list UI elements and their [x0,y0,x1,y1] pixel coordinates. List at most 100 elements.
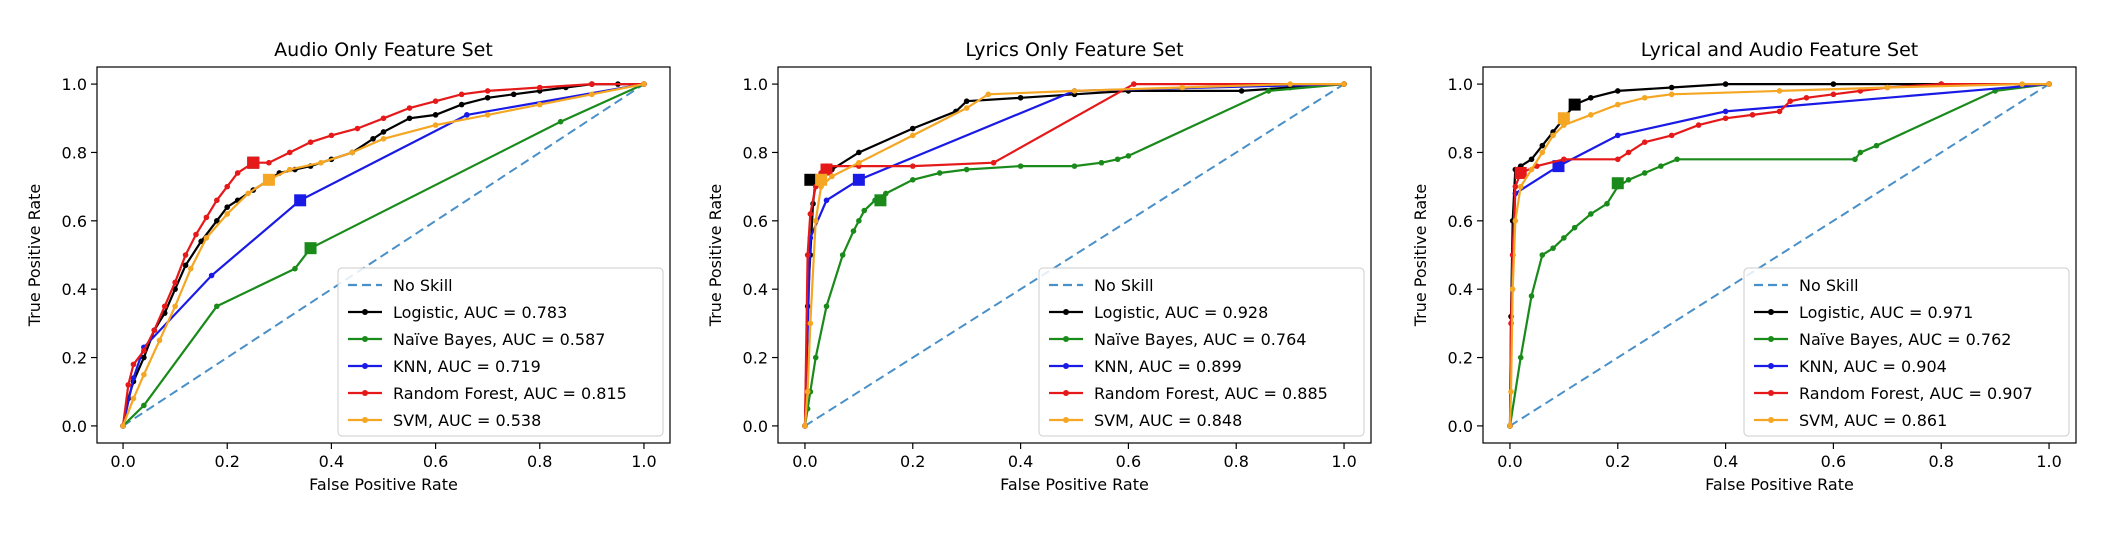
x-tick-label: 0.6 [423,452,448,471]
data-point [1803,94,1810,101]
data-point [829,173,835,180]
data-point [807,211,814,217]
legend-label: Random Forest, AUC = 0.885 [1094,384,1328,403]
data-point [307,139,314,145]
threshold-marker [1552,160,1565,173]
data-point [484,88,491,94]
data-point [464,112,470,118]
data-point [856,218,862,224]
data-point [458,101,465,108]
data-point [1625,149,1632,156]
data-point [1238,88,1245,94]
data-point [214,197,220,204]
legend-label: No Skill [1799,276,1859,295]
plot-frame [1482,66,2077,444]
plot-frame [777,66,1372,444]
chart-title: Audio Only Feature Set [274,39,493,61]
chart-panel-2: Lyrics Only Feature Set 0.0 0.2 0.4 0.6 0.8 1.… [706,39,1372,494]
legend-label: No Skill [393,276,453,295]
legend-entry-svm: SVM, AUC = 0.538 [348,411,541,430]
data-point [1179,84,1186,91]
data-point [1512,218,1519,224]
series-line-no_skill [1509,83,2050,427]
data-point [839,252,846,258]
data-point [1508,388,1514,395]
data-point [1507,423,1513,429]
y-tick-label: 1.0 [1448,75,1473,94]
data-point [1668,84,1675,91]
data-point [536,101,543,108]
legend-entry-naive_bayes: Naïve Bayes, AUC = 0.587 [348,330,605,349]
x-tick-label: 1.0 [1331,452,1356,471]
legend-entry-svm: SVM, AUC = 0.848 [1049,411,1242,430]
y-tick-label: 0.2 [743,349,768,368]
y-axis-label: True Positive Rate [1411,184,1430,328]
y-tick-label: 0.2 [62,349,87,368]
data-point [1674,156,1680,163]
data-point [990,159,997,166]
data-point [370,135,376,142]
y-tick-label: 0.4 [62,280,87,299]
y-tick-label: 0.0 [62,417,87,436]
legend: No Skill Logistic, AUC = 0.928 Naïve Bayes… [1038,267,1365,437]
data-point [151,327,158,334]
data-point [861,207,868,214]
data-point [1512,183,1519,190]
threshold-marker [852,173,865,186]
data-point [1341,81,1347,87]
legend-label: Logistic, AUC = 0.971 [1799,303,1973,322]
data-point [1017,163,1024,169]
legend-swatch-marker [362,390,368,396]
series-line-no_skill [122,83,645,427]
data-point [1550,245,1556,251]
data-point [1830,81,1837,87]
data-point [1539,149,1546,156]
data-point [245,190,251,197]
legend-swatch-marker [362,309,368,315]
y-tick-label: 0.2 [1448,349,1473,368]
series-random_forest [120,81,647,429]
data-point [2019,81,2025,87]
data-point [1668,91,1675,98]
data-point [1561,235,1567,241]
data-point [286,149,293,156]
data-point [484,94,491,101]
data-point [349,149,356,156]
data-point [963,166,970,173]
series-no_skill [1509,83,2050,427]
data-point [406,105,413,111]
series-no_skill [804,83,1345,427]
y-tick-label: 0.6 [743,212,768,231]
data-point [380,129,387,135]
data-point [1641,139,1648,145]
data-point [203,235,210,241]
data-point [1517,183,1524,190]
data-point [1722,115,1729,122]
series-no_skill [122,83,645,427]
data-point [1722,108,1729,115]
legend-swatch-marker [362,336,368,342]
data-point [963,105,970,111]
data-point [120,423,126,429]
legend-entry-knn: KNN, AUC = 0.719 [348,357,541,376]
x-tick-label: 0.4 [319,452,344,471]
legend-label: Random Forest, AUC = 0.907 [1799,384,2033,403]
data-point [1528,293,1535,299]
data-point [936,170,943,176]
data-point [1614,156,1621,163]
data-point [214,303,220,310]
y-tick-label: 0.6 [62,212,87,231]
data-point [2046,81,2052,87]
y-tick-label: 0.4 [1448,280,1473,299]
series-svm [1507,81,2052,429]
legend-swatch-marker [1063,390,1069,396]
legend-entry-no_skill: No Skill [1049,276,1154,295]
data-point [1588,94,1594,101]
data-point [224,211,231,217]
data-point [224,183,231,190]
x-tick-label: 0.8 [1929,452,1954,471]
legend-label: Logistic, AUC = 0.783 [393,303,567,322]
threshold-marker [262,173,275,186]
threshold-marker [294,194,307,207]
